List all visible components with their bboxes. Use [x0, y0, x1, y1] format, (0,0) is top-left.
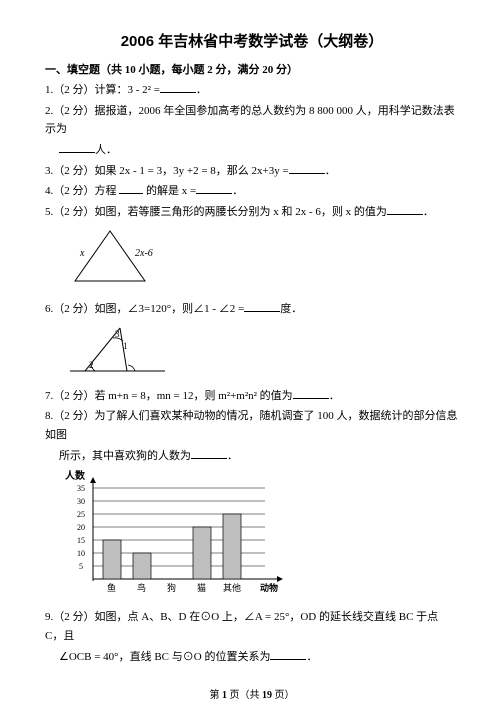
p4-end: ． — [232, 185, 243, 197]
p3-end: ． — [325, 165, 336, 177]
p2a-text: 2.（2 分）据报道，2006 年全国参加高考的总人数约为 8 800 000 … — [45, 105, 455, 136]
ytick: 5 — [79, 562, 83, 571]
blank — [191, 448, 227, 459]
barchart-icon: 人数 5 10 15 20 25 30 35 — [65, 469, 295, 599]
xlabel: 其他 — [223, 582, 241, 593]
problem-8: 8.（2 分）为了解人们喜欢某种动物的情况，随机调查了 100 人，数据统计的部… — [45, 407, 459, 444]
page: 2006 年吉林省中考数学试卷（大纲卷） 一、填空题（共 10 小题，每小题 2… — [0, 0, 504, 713]
ytick: 35 — [77, 484, 85, 493]
figure-8-barchart: 人数 5 10 15 20 25 30 35 — [65, 469, 459, 604]
triangle-icon: x 2x-6 — [65, 226, 185, 291]
blank — [289, 163, 325, 174]
footer-e: 页） — [272, 690, 295, 701]
angle-icon: 3 2 1 — [65, 323, 175, 378]
p7a-text: 7.（2 分）若 m+n = 8，mn = 12，则 m²+m²n² 的值为 — [45, 390, 293, 402]
section-header: 一、填空题（共 10 小题，每小题 2 分，满分 20 分） — [45, 61, 459, 77]
fig5-x: x — [79, 248, 85, 259]
problem-1: 1.（2 分）计算：3 - 2² = ． — [45, 81, 459, 100]
problem-7: 7.（2 分）若 m+n = 8，mn = 12，则 m²+m²n² 的值为 ． — [45, 387, 459, 406]
problem-3: 3.（2 分）如果 2x - 1 = 3，3y +2 = 8，那么 2x+3y … — [45, 162, 459, 181]
p5-text: 5.（2 分）如图，若等腰三角形的两腰长分别为 x 和 2x - 6，则 x 的… — [45, 206, 387, 218]
ytick: 20 — [77, 523, 85, 532]
xlabel: 狗 — [167, 582, 176, 593]
blank — [293, 388, 329, 399]
fig6-l3: 3 — [115, 329, 120, 339]
blank — [160, 82, 196, 93]
footer-d: 19 — [262, 690, 272, 701]
p6-end: 度． — [280, 303, 302, 315]
p4a-text: 4.（2 分）方程 — [45, 185, 117, 197]
xlabel: 猫 — [197, 582, 206, 593]
problem-9b: ∠OCB = 40°，直线 BC 与⊙O 的位置关系为 ． — [59, 648, 459, 667]
p4b-text: 的解是 x = — [146, 185, 196, 197]
problem-4: 4.（2 分）方程 的解是 x = ． — [45, 182, 459, 201]
chart-ylabel: 人数 — [65, 469, 86, 482]
xlabel: 鱼 — [107, 582, 116, 593]
fig5-side: 2x-6 — [135, 248, 153, 259]
problem-2b: 人． — [59, 141, 459, 160]
fig6-l2: 2 — [89, 360, 94, 370]
blank — [59, 142, 95, 153]
footer-a: 第 — [210, 690, 223, 701]
xlabel: 鸟 — [137, 582, 146, 593]
p9b-text: ∠OCB = 40°，直线 BC 与⊙O 的位置关系为 — [59, 651, 270, 663]
p8-end: ． — [227, 450, 238, 462]
p2b-text: 人． — [95, 144, 117, 156]
p8a-text: 8.（2 分）为了解人们喜欢某种动物的情况，随机调查了 100 人，数据统计的部… — [45, 410, 458, 441]
ytick: 25 — [77, 510, 85, 519]
ytick: 15 — [77, 536, 85, 545]
problem-2: 2.（2 分）据报道，2006 年全国参加高考的总人数约为 8 800 000 … — [45, 102, 459, 139]
xaxis-label: 动物 — [260, 582, 278, 593]
page-title: 2006 年吉林省中考数学试卷（大纲卷） — [45, 30, 459, 51]
blank — [270, 649, 306, 660]
footer-c: 页（共 — [227, 690, 262, 701]
p1-text: 1.（2 分）计算：3 - 2² = — [45, 84, 160, 96]
p8b-text: 所示，其中喜欢狗的人数为 — [59, 450, 191, 462]
blank — [244, 301, 280, 312]
ytick: 10 — [77, 549, 85, 558]
p9-end: ． — [306, 651, 317, 663]
p6-text: 6.（2 分）如图，∠3=120°，则∠1 - ∠2 = — [45, 303, 244, 315]
ytick: 30 — [77, 497, 85, 506]
figure-5-triangle: x 2x-6 — [65, 226, 459, 296]
problem-9: 9.（2 分）如图，点 A、B、D 在⊙O 上，∠A = 25°，OD 的延长线… — [45, 608, 459, 645]
p9a-text: 9.（2 分）如图，点 A、B、D 在⊙O 上，∠A = 25°，OD 的延长线… — [45, 611, 438, 642]
problem-5: 5.（2 分）如图，若等腰三角形的两腰长分别为 x 和 2x - 6，则 x 的… — [45, 203, 459, 222]
p3-text: 3.（2 分）如果 2x - 1 = 3，3y +2 = 8，那么 2x+3y … — [45, 165, 289, 177]
page-footer: 第 1 页（共 19 页） — [0, 686, 504, 701]
p5-end: ． — [423, 206, 434, 218]
blank — [387, 204, 423, 215]
p7-end: ． — [329, 390, 340, 402]
blank — [119, 183, 143, 194]
fig6-l1: 1 — [123, 341, 128, 351]
problem-8b: 所示，其中喜欢狗的人数为 ． — [59, 447, 459, 466]
figure-6-angle: 3 2 1 — [65, 323, 459, 383]
blank — [196, 183, 232, 194]
p1-end: ． — [196, 84, 207, 96]
problem-6: 6.（2 分）如图，∠3=120°，则∠1 - ∠2 = 度． — [45, 300, 459, 319]
